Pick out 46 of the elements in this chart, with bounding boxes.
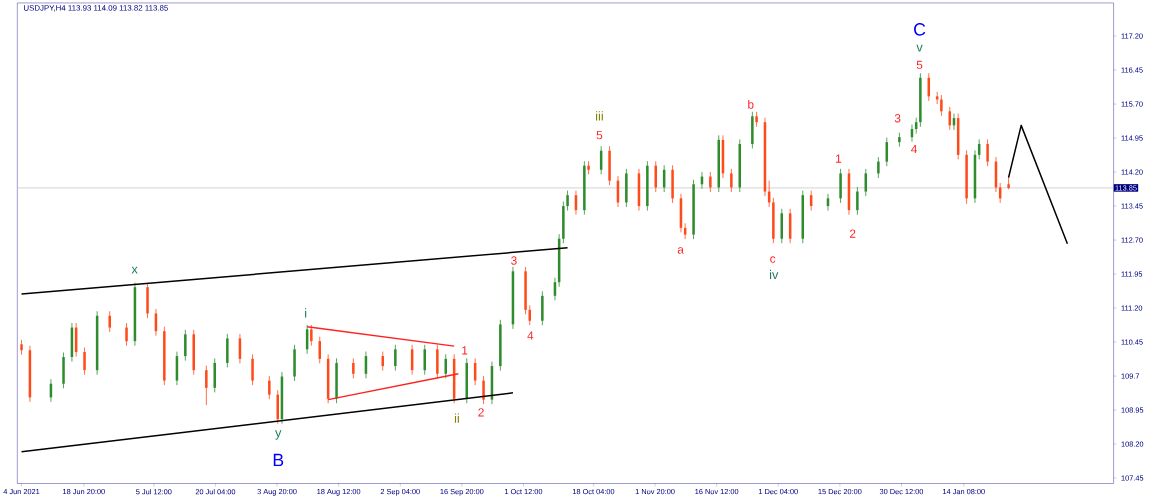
annotation: iv (769, 269, 779, 279)
candlestick (444, 353, 448, 379)
candlestick (856, 186, 859, 215)
candlestick (381, 351, 384, 371)
annotation: 5 (916, 60, 923, 69)
annotation: 4 (911, 144, 917, 153)
candlestick (318, 336, 321, 364)
candlestick (709, 171, 712, 193)
candlestick (184, 329, 187, 361)
candlestick (251, 353, 254, 386)
annotation: x (131, 266, 138, 274)
annotation: 2 (849, 229, 856, 238)
candlestick (108, 310, 111, 333)
candlestick (587, 160, 590, 175)
candlestick (940, 94, 943, 117)
annotation: 3 (894, 113, 901, 123)
candlestick (986, 138, 989, 167)
candlestick (310, 324, 313, 346)
candlestick (423, 344, 427, 375)
annotation: y (275, 430, 282, 440)
candlestick (268, 375, 271, 400)
candlestick (877, 156, 880, 179)
annotation: i (305, 308, 307, 318)
annotation: 1 (836, 154, 842, 163)
annotation: c (770, 256, 776, 263)
annotation: ii (454, 413, 459, 423)
candlestick (528, 304, 532, 326)
candlestick (125, 322, 128, 346)
candlestick (482, 375, 485, 405)
annotation: 2 (478, 408, 484, 417)
annotation: a (677, 247, 684, 254)
candlestick (394, 344, 397, 371)
annotation: 1 (462, 346, 468, 355)
annotation: 4 (527, 331, 534, 340)
candlestick (566, 190, 569, 211)
candlestick (205, 365, 208, 406)
annotation: C (914, 22, 926, 36)
candlestick (730, 168, 733, 193)
annotation: 3 (511, 256, 517, 265)
annotation: iii (596, 111, 603, 121)
annotation: v (916, 44, 923, 52)
annotation: b (748, 99, 754, 109)
candlestick (83, 346, 86, 375)
annotation: B (273, 453, 284, 466)
annotation: 5 (596, 130, 603, 140)
candlestick (352, 357, 355, 379)
